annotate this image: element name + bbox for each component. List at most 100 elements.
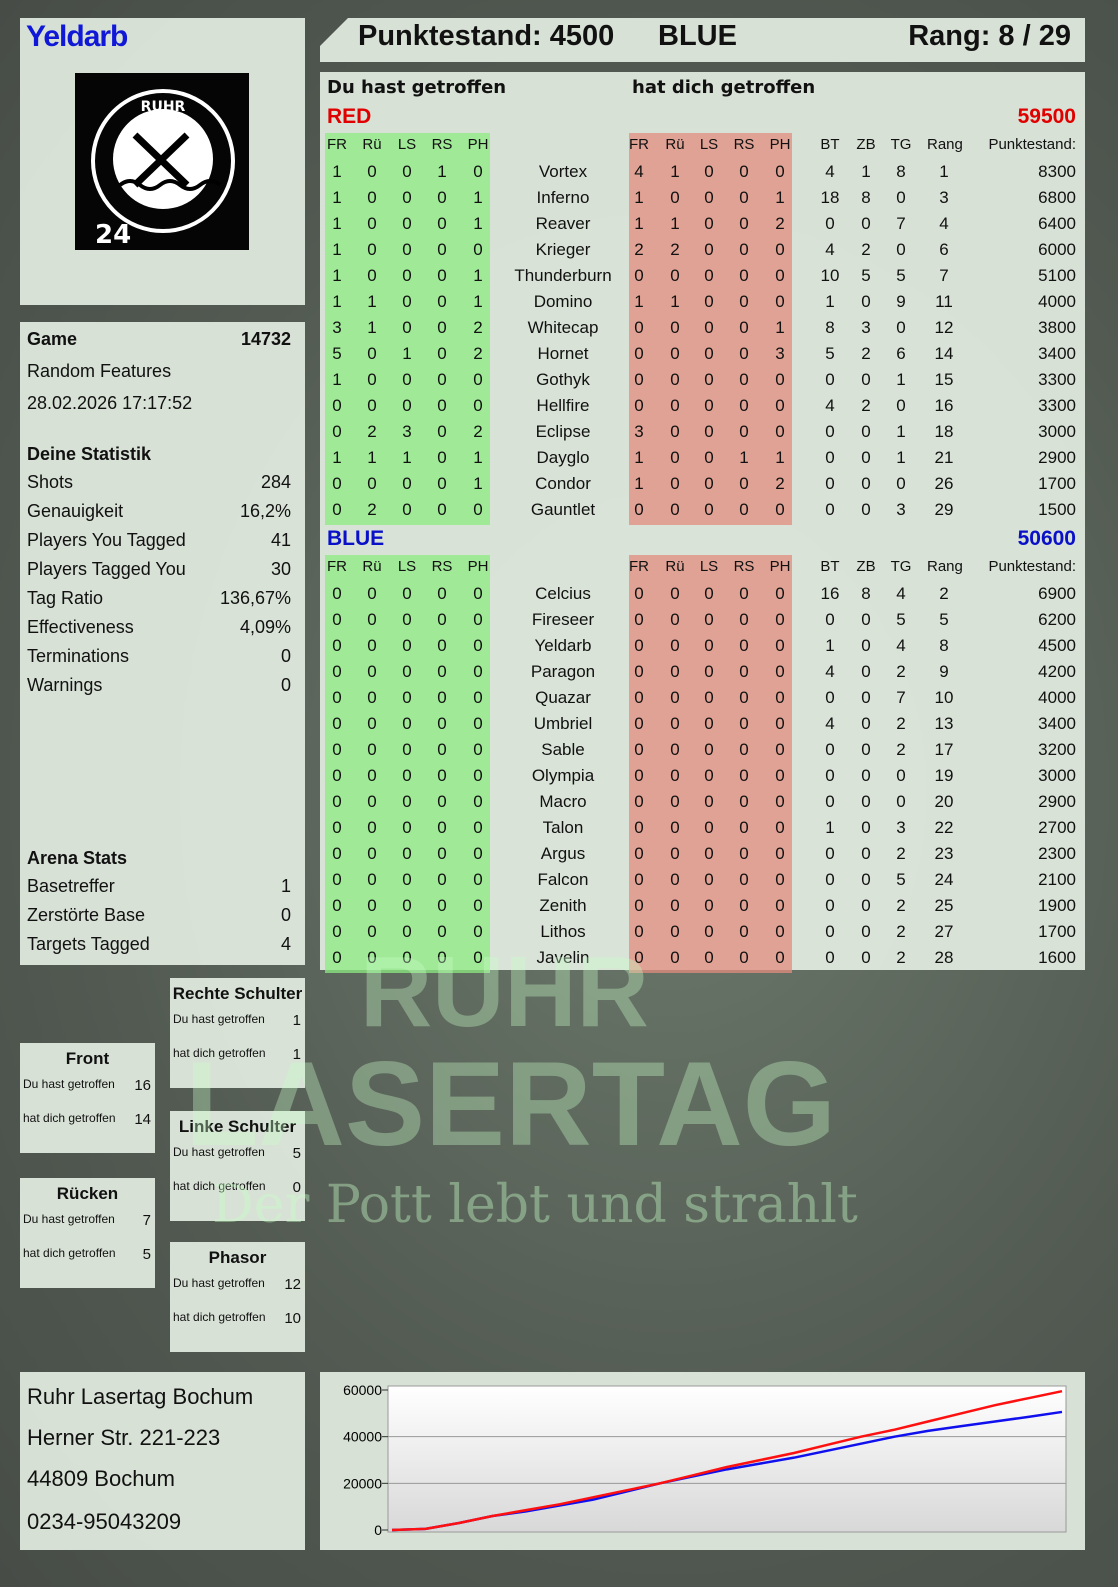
table-cell: 26 xyxy=(934,474,954,493)
player-row: 0 0 0 0 0 Umbriel 0 0 0 0 0 4 0 2 13 3400 xyxy=(320,714,1085,740)
table-cell: 0 xyxy=(704,922,714,941)
table-cell: 0 xyxy=(775,500,785,519)
table-cell: 3200 xyxy=(1038,740,1076,759)
table-cell: 1 xyxy=(367,448,377,467)
table-cell: 0 xyxy=(437,240,447,259)
table-cell: 1 xyxy=(825,292,835,311)
address-line: Ruhr Lasertag Bochum xyxy=(27,1384,254,1409)
stat-label: Terminations xyxy=(27,646,130,666)
table-cell: 0 xyxy=(332,636,342,655)
table-cell: 8 xyxy=(861,188,871,207)
table-cell: 0 xyxy=(367,344,377,363)
table-cell: Celcius xyxy=(535,584,591,603)
table-cell: Umbriel xyxy=(533,714,593,733)
table-cell: 0 xyxy=(861,474,871,493)
stat-row: Genauigkeit 16,2% xyxy=(27,501,291,522)
table-cell: 1 xyxy=(473,188,483,207)
hit-label: hat dich getroffen xyxy=(173,1310,266,1324)
table-cell: 4000 xyxy=(1038,688,1076,707)
table-cell: 3 xyxy=(775,344,785,363)
player-row: 0 0 0 0 0 Quazar 0 0 0 0 0 0 0 7 10 4000 xyxy=(320,688,1085,714)
table-cell: 3400 xyxy=(1038,344,1076,363)
table-cell: 3 xyxy=(861,318,871,337)
column-header: LS xyxy=(397,558,417,575)
table-cell: 0 xyxy=(861,792,871,811)
table-cell: 0 xyxy=(437,792,447,811)
table-cell: 0 xyxy=(704,610,714,629)
table-cell: Whitecap xyxy=(527,318,599,337)
table-cell: 0 xyxy=(861,870,871,889)
table-cell: 0 xyxy=(402,662,412,681)
table-cell: 6 xyxy=(896,344,906,363)
table-cell: 0 xyxy=(367,370,377,389)
table-cell: 2 xyxy=(473,318,483,337)
table-cell: 0 xyxy=(367,948,377,967)
game-mode: Random Features xyxy=(27,361,172,381)
table-cell: 2 xyxy=(896,740,906,759)
team-score: 50600 xyxy=(1017,527,1076,550)
table-cell: 0 xyxy=(367,396,377,415)
table-cell: 0 xyxy=(402,610,412,629)
watermark-lasertag: LASERTAG xyxy=(185,1037,837,1171)
arena-stat-row: Basetreffer 1 xyxy=(27,876,291,897)
table-cell: 0 xyxy=(437,766,447,785)
table-cell: 7 xyxy=(896,214,906,233)
table-cell: 24 xyxy=(934,870,954,889)
table-cell: 0 xyxy=(825,448,835,467)
table-cell: 0 xyxy=(775,844,785,863)
table-cell: 0 xyxy=(896,766,906,785)
table-cell: 2 xyxy=(896,922,906,941)
column-header: LS xyxy=(699,136,719,153)
player-row: 0 0 0 0 0 Fireseer 0 0 0 0 0 0 0 5 5 6200 xyxy=(320,610,1085,636)
table-cell: 0 xyxy=(473,766,483,785)
table-cell: 22 xyxy=(934,818,954,837)
table-cell: 4 xyxy=(896,584,906,603)
table-cell: 0 xyxy=(861,448,871,467)
table-cell: 0 xyxy=(437,870,447,889)
hit-you-band xyxy=(629,133,792,525)
table-cell: 8 xyxy=(939,636,949,655)
hit-row: Du hast getroffen 1 xyxy=(173,1012,301,1029)
table-cell: 2 xyxy=(861,396,871,415)
table-cell: 0 xyxy=(704,948,714,967)
player-row: 0 0 0 0 1 Condor 1 0 0 0 2 0 0 0 26 1700 xyxy=(320,474,1085,500)
table-cell: 0 xyxy=(634,792,644,811)
stat-label: Effectiveness xyxy=(27,617,134,637)
table-cell: 0 xyxy=(473,162,483,181)
table-cell: 0 xyxy=(402,240,412,259)
table-cell: 0 xyxy=(634,844,644,863)
hit-you-heading: hat dich getroffen xyxy=(632,77,816,98)
table-cell: 0 xyxy=(473,714,483,733)
stat-value: 136,67% xyxy=(219,588,291,608)
table-cell: 0 xyxy=(739,422,749,441)
table-cell: 0 xyxy=(634,266,644,285)
stat-value: 4,09% xyxy=(239,617,291,637)
table-cell: 6900 xyxy=(1038,584,1076,603)
table-cell: 0 xyxy=(775,870,785,889)
team-score: 59500 xyxy=(1017,105,1076,128)
table-cell: 7 xyxy=(896,688,906,707)
table-cell: 2 xyxy=(473,344,483,363)
table-cell: 0 xyxy=(825,740,835,759)
table-cell: 0 xyxy=(402,188,412,207)
player-row: 1 0 0 1 0 Vortex 4 1 0 0 0 4 1 8 1 8300 xyxy=(320,162,1085,188)
player-team: BLUE xyxy=(658,20,737,52)
table-cell: 0 xyxy=(704,688,714,707)
table-cell: 0 xyxy=(775,792,785,811)
hit-value: 5 xyxy=(292,1145,301,1162)
table-cell: 0 xyxy=(861,818,871,837)
table-cell: 1 xyxy=(896,422,906,441)
player-row: 0 0 0 0 0 Lithos 0 0 0 0 0 0 0 2 27 1700 xyxy=(320,922,1085,948)
table-cell: 0 xyxy=(332,740,342,759)
table-cell: 0 xyxy=(670,636,680,655)
table-cell: 0 xyxy=(367,240,377,259)
table-cell: 0 xyxy=(861,896,871,915)
table-cell: 17 xyxy=(934,740,954,759)
you-hit-heading: Du hast getroffen xyxy=(327,77,507,98)
table-cell: 0 xyxy=(634,318,644,337)
table-cell: 0 xyxy=(704,870,714,889)
table-cell: 21 xyxy=(934,448,954,467)
table-cell: 1 xyxy=(332,240,342,259)
table-cell: 27 xyxy=(934,922,954,941)
table-cell: 0 xyxy=(704,636,714,655)
